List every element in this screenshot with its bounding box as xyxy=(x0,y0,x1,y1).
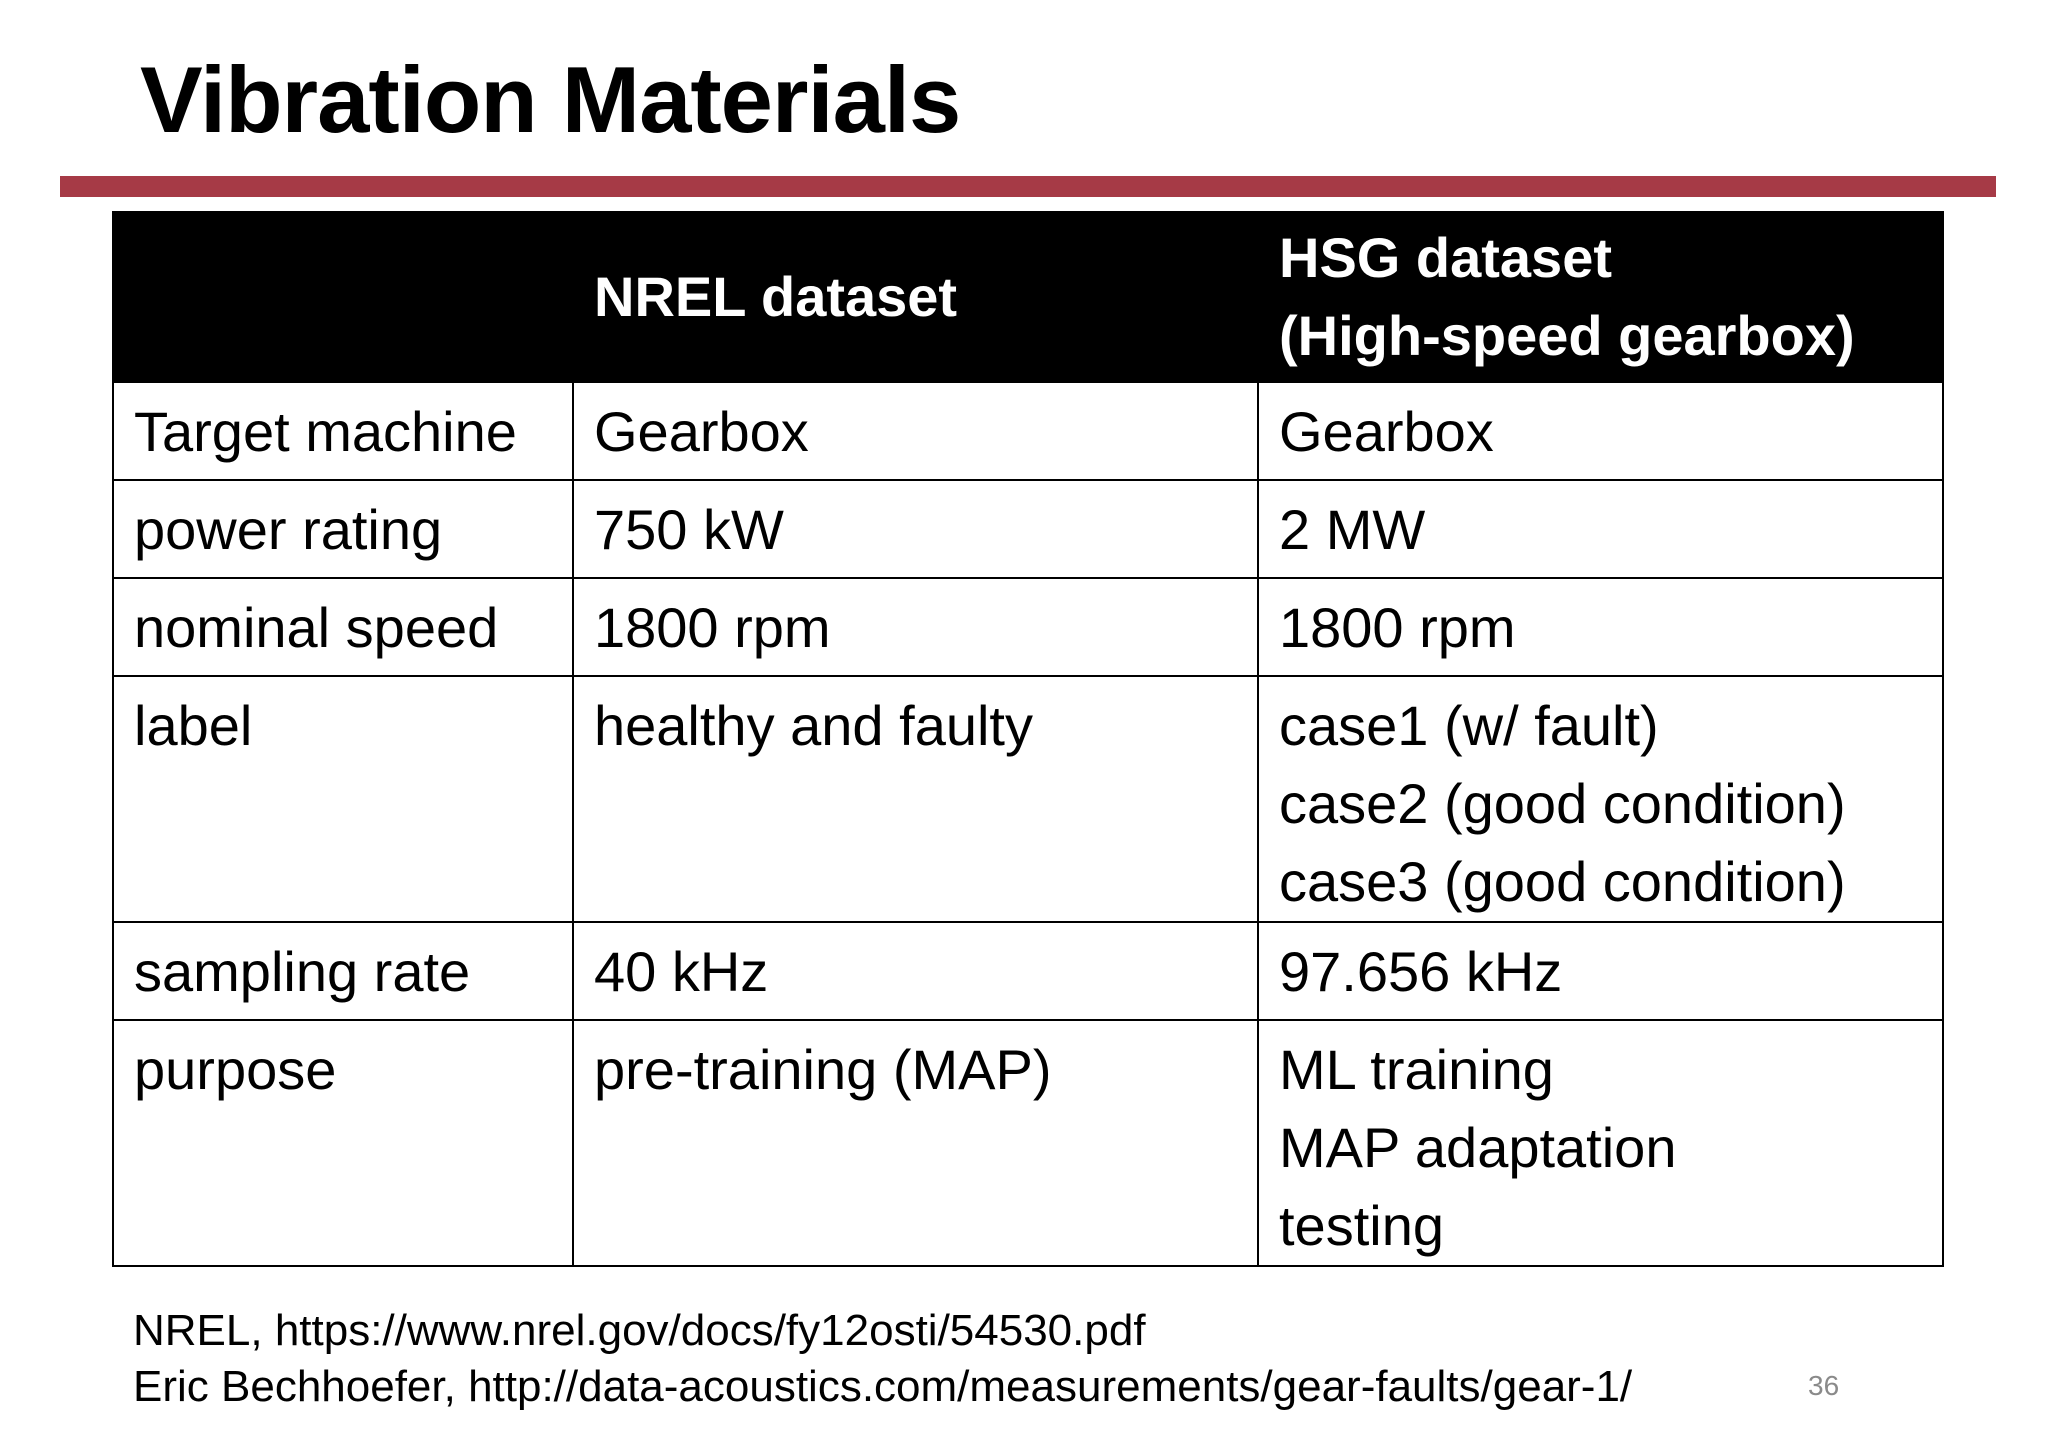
cell-line: 40 kHz xyxy=(594,940,769,1003)
cell-line: Gearbox xyxy=(594,400,809,463)
cell-line: pre-training (MAP) xyxy=(594,1038,1052,1101)
nrel-cell: Gearbox xyxy=(572,381,1259,481)
table-row: Target machine Gearbox Gearbox xyxy=(112,381,1944,481)
header-nrel-dataset: NREL dataset xyxy=(572,211,1259,383)
nrel-cell: 40 kHz xyxy=(572,921,1259,1021)
table-row: purpose pre-training (MAP) ML training M… xyxy=(112,1019,1944,1267)
table-header-row: NREL dataset HSG dataset (High-speed gea… xyxy=(112,211,1944,383)
comparison-table: NREL dataset HSG dataset (High-speed gea… xyxy=(112,211,1944,1267)
cell-line: MAP adaptation xyxy=(1279,1116,1677,1179)
row-label: label xyxy=(112,675,574,923)
row-label: Target machine xyxy=(112,381,574,481)
nrel-cell: healthy and faulty xyxy=(572,675,1259,923)
row-label: purpose xyxy=(112,1019,574,1267)
header-empty-cell xyxy=(112,211,574,383)
row-label: sampling rate xyxy=(112,921,574,1021)
slide-title: Vibration Materials xyxy=(140,47,961,152)
cell-line: healthy and faulty xyxy=(594,694,1033,757)
cell-line: 750 kW xyxy=(594,498,784,561)
hsg-cell: 1800 rpm xyxy=(1257,577,1944,677)
hsg-cell: 2 MW xyxy=(1257,479,1944,579)
cell-line: ML training xyxy=(1279,1038,1554,1101)
nrel-cell: pre-training (MAP) xyxy=(572,1019,1259,1267)
cell-line: 1800 rpm xyxy=(1279,596,1516,659)
page-number: 36 xyxy=(1808,1370,1840,1401)
cell-line: case3 (good condition) xyxy=(1279,850,1846,913)
row-label: power rating xyxy=(112,479,574,579)
header-hsg-dataset: HSG dataset (High-speed gearbox) xyxy=(1257,211,1944,383)
cell-line: case2 (good condition) xyxy=(1279,772,1846,835)
hsg-cell: Gearbox xyxy=(1257,381,1944,481)
title-divider xyxy=(60,176,1996,197)
hsg-cell: 97.656 kHz xyxy=(1257,921,1944,1021)
hsg-cell: ML training MAP adaptation testing xyxy=(1257,1019,1944,1267)
header-hsg-line: (High-speed gearbox) xyxy=(1279,304,1855,367)
row-label: nominal speed xyxy=(112,577,574,677)
cell-line: 1800 rpm xyxy=(594,596,831,659)
hsg-cell: case1 (w/ fault) case2 (good condition) … xyxy=(1257,675,1944,923)
cell-line: 2 MW xyxy=(1279,498,1426,561)
nrel-cell: 750 kW xyxy=(572,479,1259,579)
footnotes: NREL, https://www.nrel.gov/docs/fy12osti… xyxy=(133,1303,1632,1415)
table-row: nominal speed 1800 rpm 1800 rpm xyxy=(112,577,1944,677)
cell-line: case1 (w/ fault) xyxy=(1279,694,1659,757)
footnote-nrel-reference: NREL, https://www.nrel.gov/docs/fy12osti… xyxy=(133,1306,1146,1355)
table-row: sampling rate 40 kHz 97.656 kHz xyxy=(112,921,1944,1021)
footnote-hsg-reference: Eric Bechhoefer, http://data-acoustics.c… xyxy=(133,1362,1633,1411)
cell-line: 97.656 kHz xyxy=(1279,940,1563,1003)
cell-line: Gearbox xyxy=(1279,400,1494,463)
cell-line: testing xyxy=(1279,1194,1444,1257)
nrel-cell: 1800 rpm xyxy=(572,577,1259,677)
table-row: label healthy and faulty case1 (w/ fault… xyxy=(112,675,1944,923)
header-hsg-line: HSG dataset xyxy=(1279,226,1612,289)
table-row: power rating 750 kW 2 MW xyxy=(112,479,1944,579)
